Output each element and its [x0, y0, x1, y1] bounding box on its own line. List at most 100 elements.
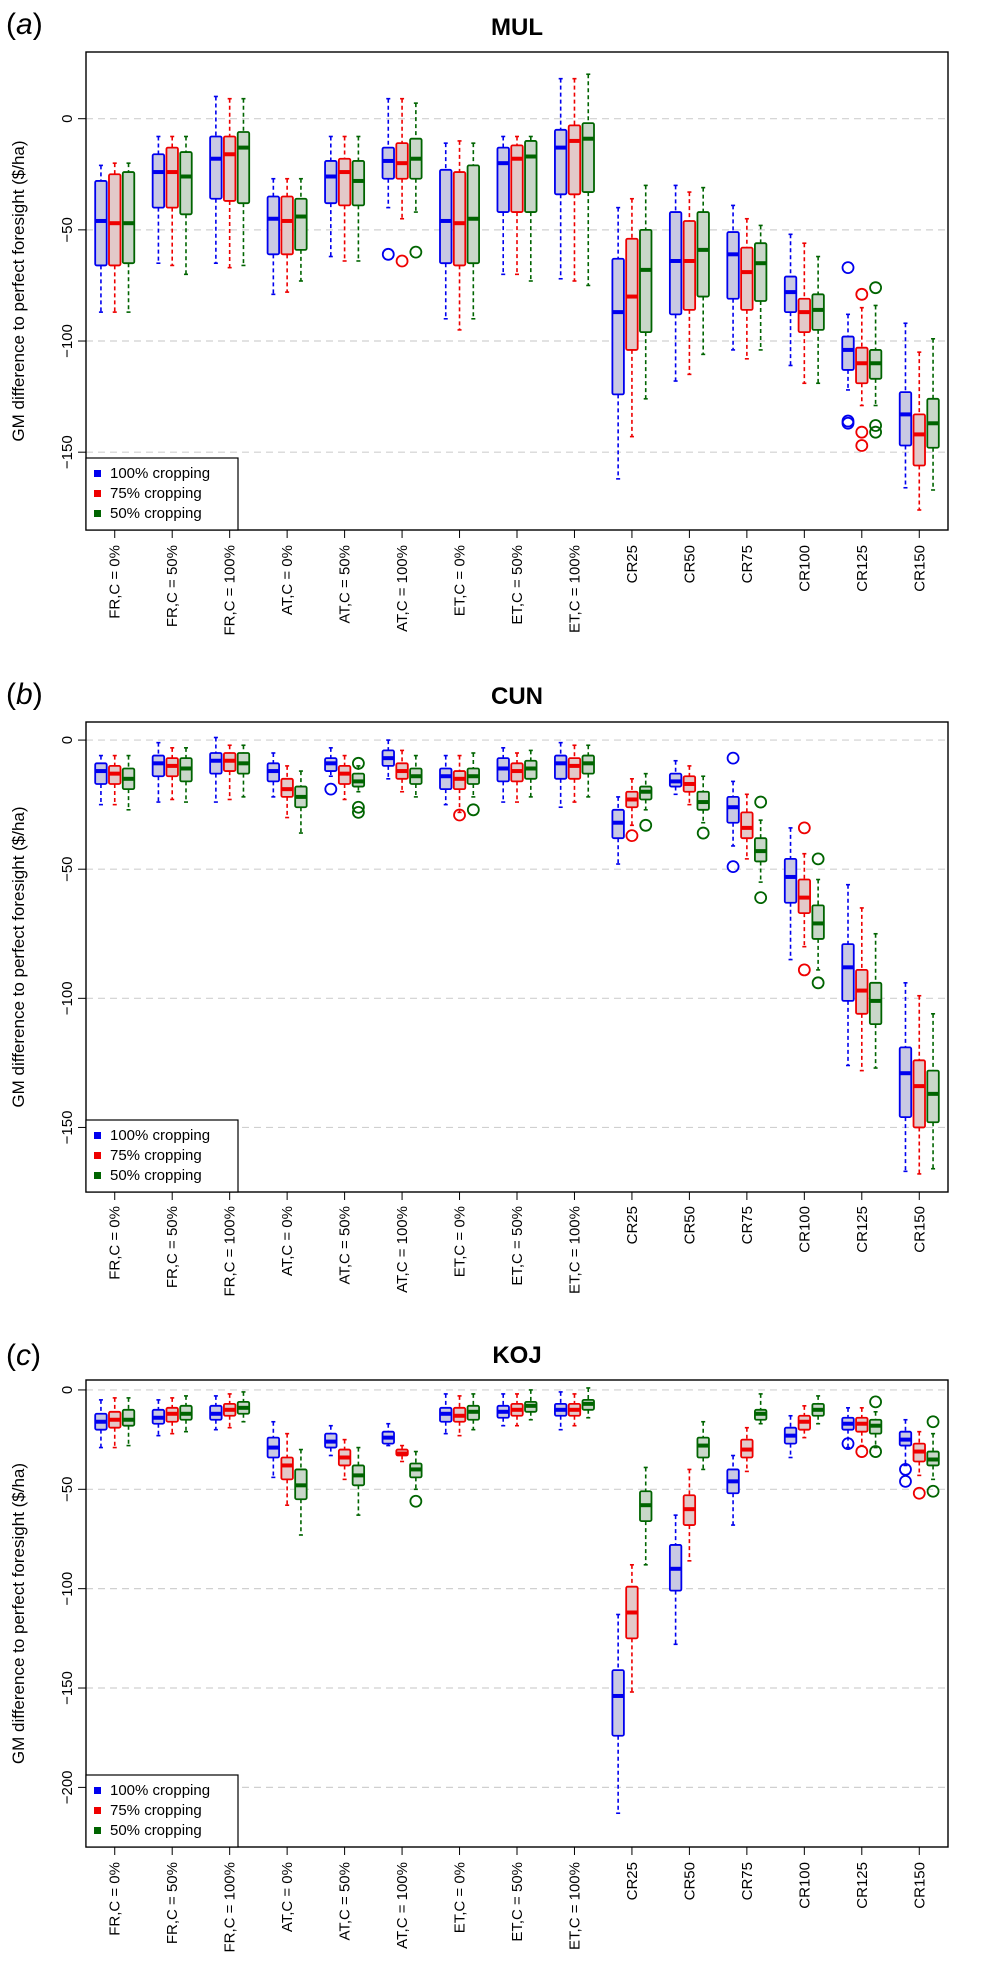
panel-label: (b) [6, 678, 43, 711]
x-tick-label: FR,C = 100% [222, 545, 239, 635]
box-et-c-50- [510, 1393, 524, 1427]
x-tick-label: ET,C = 100% [566, 1862, 583, 1950]
x-tick-label: CR125 [854, 545, 871, 592]
box-iqr [209, 752, 223, 775]
outlier-point [754, 891, 768, 905]
box-at-c-0- [280, 765, 294, 819]
x-tick-label: ET,C = 50% [509, 545, 526, 625]
outlier-point [797, 963, 811, 977]
legend: 100% cropping 75% cropping 50% cropping [85, 457, 239, 531]
box-cr75 [754, 224, 768, 351]
box-et-c-0- [452, 754, 467, 822]
box-iqr [898, 391, 913, 447]
outlier-point [855, 439, 869, 452]
box-cr25 [611, 796, 625, 865]
outlier-point [409, 1494, 423, 1508]
box-fr-c-0- [121, 1397, 136, 1447]
series-1 [94, 736, 913, 1173]
legend-entry: 100% cropping [110, 465, 210, 482]
outlier-point [841, 261, 855, 275]
legend-box [85, 1119, 239, 1193]
box-et-c-0- [439, 142, 453, 320]
legend-entry: 100% cropping [110, 1127, 210, 1144]
box-fr-c-100- [223, 97, 237, 269]
box-cr125 [868, 281, 883, 439]
x-tick-label: AT,C = 100% [394, 1862, 411, 1949]
outlier-point [351, 756, 365, 770]
box-at-c-0- [280, 1432, 294, 1506]
box-at-c-50- [351, 1446, 366, 1516]
outlier-point [869, 1395, 882, 1409]
outlier-point [899, 1474, 912, 1488]
x-tick-label: AT,C = 50% [337, 545, 354, 624]
x-tick-label: ET,C = 0% [452, 1862, 469, 1933]
legend-entry: 50% cropping [110, 1167, 202, 1184]
box-et-c-0- [466, 752, 480, 817]
plot-frame [85, 1379, 949, 1848]
box-fr-c-50- [179, 135, 193, 276]
box-iqr [395, 142, 409, 180]
box-iqr [524, 140, 538, 213]
x-tick-label: CR100 [796, 1206, 813, 1253]
box-et-c-50- [496, 135, 510, 276]
box-iqr [696, 211, 710, 298]
box-et-c-100- [554, 741, 568, 809]
box-at-c-100- [395, 749, 409, 793]
x-tick-label: CR125 [854, 1862, 871, 1909]
box-cr125 [868, 932, 883, 1069]
box-iqr [726, 795, 740, 824]
legend-swatch [94, 1152, 101, 1159]
box-cr150 [912, 351, 926, 511]
box-at-c-50- [351, 756, 366, 819]
outlier-point [797, 821, 811, 835]
y-tick-label: 0 [59, 736, 76, 744]
x-tick-label: FR,C = 100% [222, 1862, 239, 1952]
y-tick-label: −200 [59, 1770, 76, 1804]
box-iqr [625, 237, 639, 351]
outlier-point [811, 976, 825, 990]
y-tick-label: −100 [59, 324, 76, 358]
box-cr25 [639, 772, 653, 832]
box-iqr [668, 211, 683, 316]
box-at-c-100- [381, 97, 395, 261]
x-tick-label: CR25 [624, 1862, 641, 1900]
plot-frame [85, 51, 949, 531]
box-at-c-0- [294, 177, 308, 282]
box-cr125 [855, 287, 869, 452]
outlier-point [351, 805, 365, 819]
box-et-c-100- [554, 77, 568, 280]
box-cr50 [682, 1468, 697, 1562]
y-axis-label: GM difference to perfect foresight ($/ha… [9, 1463, 28, 1764]
box-fr-c-100- [223, 1393, 237, 1429]
box-at-c-100- [395, 1444, 409, 1463]
box-et-c-0- [439, 754, 453, 806]
box-cr50 [696, 1420, 710, 1471]
x-tick-label: AT,C = 50% [337, 1206, 354, 1285]
panel-b: (b) CUN 0 −50 −100 −150 GM difference to perfe… [6, 678, 949, 1296]
x-tick-label: CR150 [911, 1862, 928, 1909]
x-tick-label: CR125 [854, 1206, 871, 1253]
box-fr-c-0- [121, 162, 136, 313]
box-at-c-100- [381, 739, 395, 780]
box-iqr [797, 297, 811, 334]
box-iqr [726, 231, 740, 300]
y-axis-label: GM difference to perfect foresight ($/ha… [9, 140, 28, 441]
x-tick-label: FR,C = 0% [107, 545, 124, 619]
box-at-c-0- [294, 770, 308, 834]
outlier-point [869, 425, 882, 439]
x-tick-label: AT,C = 0% [279, 1862, 296, 1932]
box-cr25 [611, 1613, 625, 1815]
box-at-c-100- [395, 97, 409, 268]
chart-title: MUL [491, 14, 543, 41]
legend-swatch [94, 510, 101, 517]
x-tick-label: AT,C = 0% [279, 545, 296, 615]
x-tick-label: FR,C = 50% [164, 1862, 181, 1944]
box-iqr [611, 257, 625, 396]
y-tick-label: −150 [59, 1671, 76, 1705]
x-tick-label: AT,C = 100% [394, 1206, 411, 1293]
outlier-point [926, 1415, 940, 1429]
box-cr75 [740, 1426, 754, 1473]
x-tick-label: FR,C = 0% [107, 1862, 124, 1936]
legend-box [85, 457, 239, 531]
box-iqr [439, 767, 453, 791]
